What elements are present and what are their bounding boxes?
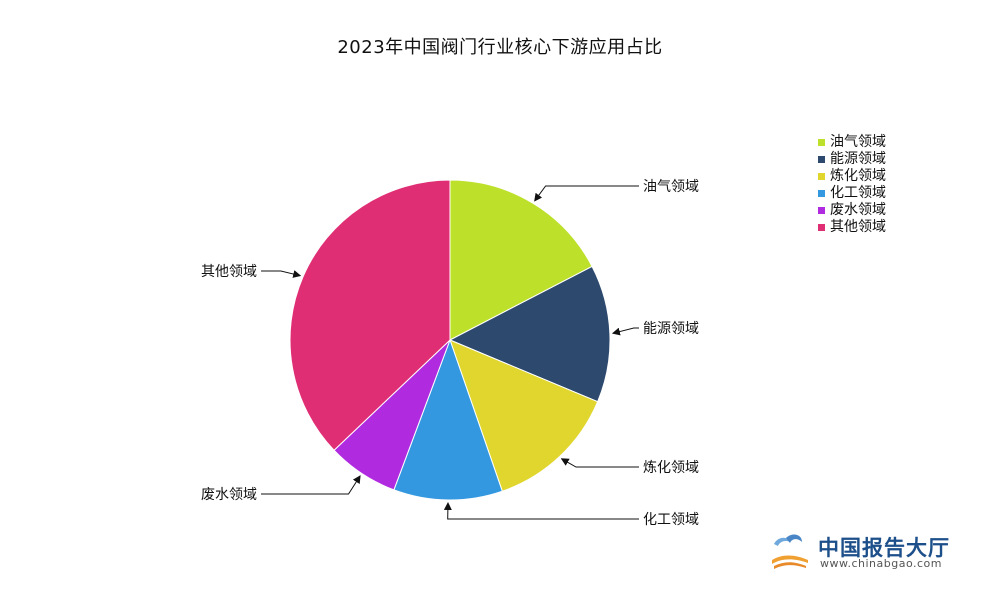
watermark: 中国报告大厅 www.chinabgao.com xyxy=(768,530,958,574)
pie-slice xyxy=(393,338,503,501)
legend-item: 炼化领域 xyxy=(818,168,886,185)
legend-swatch xyxy=(818,190,825,197)
leader-line xyxy=(560,458,639,468)
legend-item: 油气领域 xyxy=(818,134,886,151)
legend-item: 化工领域 xyxy=(818,185,886,202)
watermark-url: www.chinabgao.com xyxy=(820,557,942,570)
legend-swatch xyxy=(818,207,825,214)
legend-label: 能源领域 xyxy=(830,151,886,167)
legend: 油气领域 能源领域 炼化领域 化工领域 废水领域 其他领域 xyxy=(818,134,886,236)
legend-item: 其他领域 xyxy=(818,219,886,236)
legend-item: 废水领域 xyxy=(818,202,886,219)
legend-label: 化工领域 xyxy=(830,185,886,201)
slice-label: 炼化领域 xyxy=(643,460,699,476)
slice-label: 油气领域 xyxy=(643,179,699,195)
legend-swatch xyxy=(818,224,825,231)
slice-label: 废水领域 xyxy=(201,487,257,503)
legend-label: 废水领域 xyxy=(830,202,886,218)
slice-label: 其他领域 xyxy=(201,264,257,280)
leader-line xyxy=(534,185,639,202)
legend-label: 油气领域 xyxy=(830,134,886,150)
pie-slice xyxy=(289,179,451,451)
pie-slice xyxy=(449,339,599,492)
legend-swatch xyxy=(818,156,825,163)
legend-swatch xyxy=(818,173,825,180)
chart-title: 2023年中国阀门行业核心下游应用占比 xyxy=(337,37,663,58)
legend-label: 炼化领域 xyxy=(830,168,886,184)
leader-line xyxy=(611,327,639,336)
legend-swatch xyxy=(818,139,825,146)
leader-line xyxy=(443,502,639,520)
pie-slice xyxy=(449,179,593,341)
logo-icon xyxy=(772,534,808,569)
slice-label: 能源领域 xyxy=(643,321,699,337)
watermark-name: 中国报告大厅 xyxy=(818,536,950,560)
slice-label: 化工领域 xyxy=(643,512,699,528)
pie-slice xyxy=(448,265,611,403)
leader-line xyxy=(261,475,361,495)
legend-label: 其他领域 xyxy=(830,219,886,235)
leader-line xyxy=(261,270,302,278)
legend-item: 能源领域 xyxy=(818,151,886,168)
